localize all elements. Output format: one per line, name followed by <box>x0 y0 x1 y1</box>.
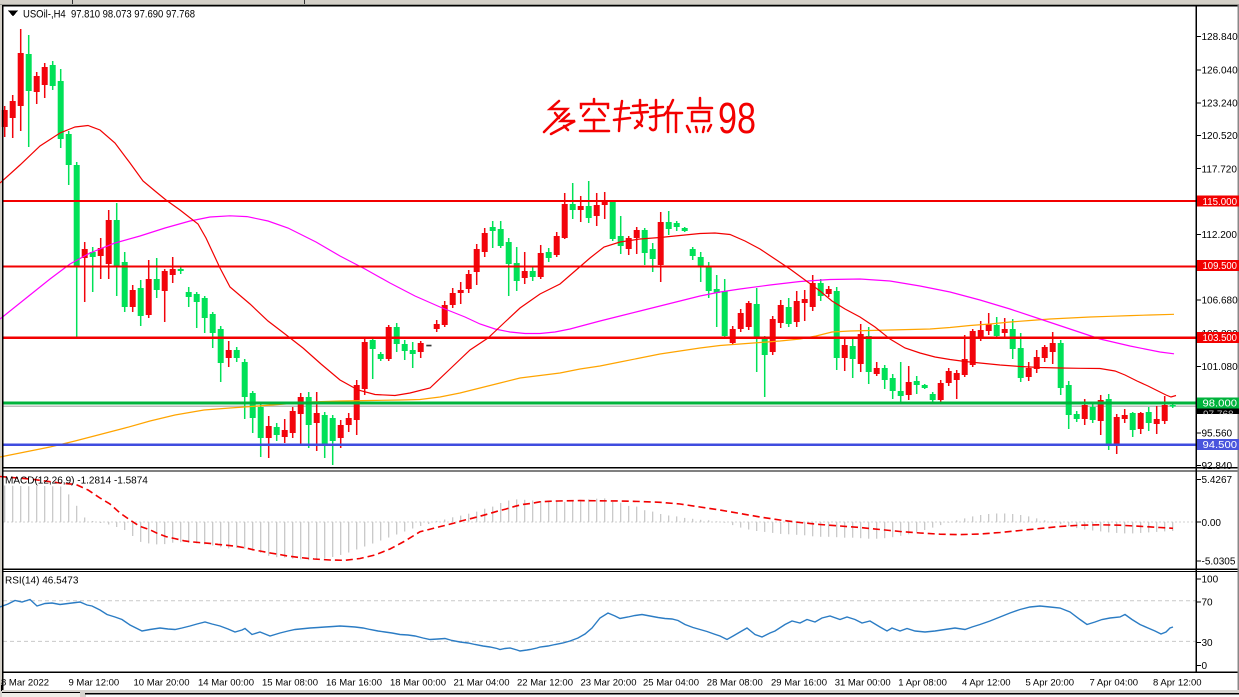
svg-text:120.520: 120.520 <box>1202 131 1239 142</box>
svg-text:97.768: 97.768 <box>1203 410 1234 421</box>
svg-text:USOil-,H4 97.810 98.073 97.69: USOil-,H4 97.810 98.073 97.690 97.768 <box>23 9 195 21</box>
svg-text:106.680: 106.680 <box>1202 296 1239 307</box>
svg-text:109.500: 109.500 <box>1203 261 1238 272</box>
svg-text:RSI(14) 46.5473: RSI(14) 46.5473 <box>5 576 79 587</box>
svg-text:123.240: 123.240 <box>1202 99 1239 110</box>
svg-text:101.080: 101.080 <box>1202 362 1239 373</box>
svg-text:98.000: 98.000 <box>1203 399 1238 410</box>
svg-text:112.200: 112.200 <box>1202 230 1238 241</box>
svg-text:23 Mar 20:00: 23 Mar 20:00 <box>581 677 637 688</box>
svg-text:98: 98 <box>718 94 756 143</box>
svg-text:16 Mar 16:00: 16 Mar 16:00 <box>326 677 382 688</box>
svg-text:103.500: 103.500 <box>1203 333 1238 344</box>
svg-text:5.4267: 5.4267 <box>1202 475 1233 486</box>
svg-text:94.500: 94.500 <box>1203 440 1238 451</box>
svg-text:117.720: 117.720 <box>1202 164 1238 175</box>
svg-text:92.840: 92.840 <box>1202 461 1233 472</box>
svg-text:8 Mar 2022: 8 Mar 2022 <box>1 677 49 688</box>
svg-text:5 Apr 20:00: 5 Apr 20:00 <box>1026 677 1075 688</box>
svg-text:95.560: 95.560 <box>1202 429 1233 440</box>
svg-text:128.840: 128.840 <box>1202 32 1239 43</box>
svg-text:8 Apr 12:00: 8 Apr 12:00 <box>1153 677 1202 688</box>
svg-text:70: 70 <box>1202 597 1214 608</box>
svg-text:22 Mar 12:00: 22 Mar 12:00 <box>517 677 573 688</box>
svg-text:MACD(12,26,9) -1.2814 -1.5874: MACD(12,26,9) -1.2814 -1.5874 <box>5 476 148 487</box>
svg-text:4 Apr 12:00: 4 Apr 12:00 <box>962 677 1011 688</box>
svg-text:29 Mar 16:00: 29 Mar 16:00 <box>771 677 827 688</box>
svg-text:14 Mar 00:00: 14 Mar 00:00 <box>198 677 254 688</box>
svg-text:30: 30 <box>1202 638 1214 649</box>
svg-text:9 Mar 12:00: 9 Mar 12:00 <box>69 677 120 688</box>
svg-text:0: 0 <box>1202 661 1208 672</box>
svg-text:18 Mar 00:00: 18 Mar 00:00 <box>390 677 446 688</box>
svg-text:15 Mar 08:00: 15 Mar 08:00 <box>262 677 318 688</box>
svg-text:25 Mar 04:00: 25 Mar 04:00 <box>643 677 699 688</box>
svg-text:10 Mar 20:00: 10 Mar 20:00 <box>134 677 190 688</box>
svg-text:-5.0305: -5.0305 <box>1202 557 1236 568</box>
svg-text:115.000: 115.000 <box>1203 197 1238 208</box>
svg-text:28 Mar 08:00: 28 Mar 08:00 <box>707 677 763 688</box>
svg-text:31 Mar 00:00: 31 Mar 00:00 <box>835 677 891 688</box>
svg-text:126.040: 126.040 <box>1202 65 1239 76</box>
svg-text:100: 100 <box>1202 575 1219 586</box>
svg-text:21 Mar 04:00: 21 Mar 04:00 <box>454 677 510 688</box>
svg-text:7 Apr 04:00: 7 Apr 04:00 <box>1090 677 1139 688</box>
svg-text:1 Apr 08:00: 1 Apr 08:00 <box>898 677 947 688</box>
svg-text:0.00: 0.00 <box>1202 518 1222 529</box>
